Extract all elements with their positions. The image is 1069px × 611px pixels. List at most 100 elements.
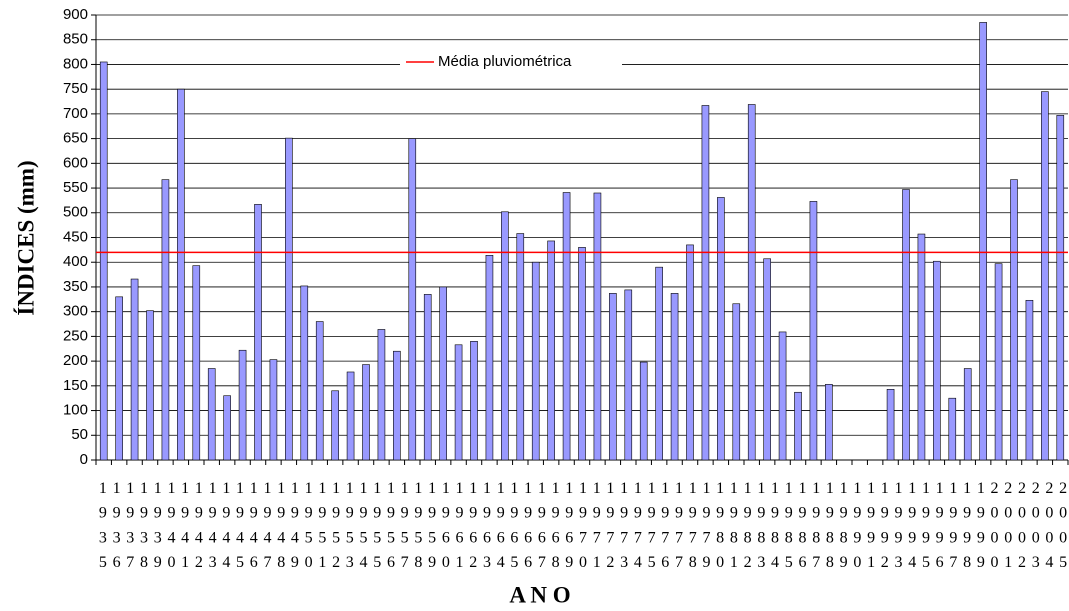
x-tick-digit: 1: [456, 480, 464, 497]
x-tick-digit: 3: [126, 529, 134, 546]
x-tick-digit: 1: [908, 480, 916, 497]
x-tick-digit: 9: [113, 504, 121, 521]
x-tick-digit: 6: [936, 554, 944, 571]
y-tick-label: 500: [63, 204, 88, 221]
x-tick-digit: 9: [565, 554, 573, 571]
bar: [655, 266, 663, 461]
x-tick-digit: 6: [798, 554, 806, 571]
x-tick-digit: 6: [442, 529, 450, 546]
x-tick-digit: 6: [510, 529, 518, 546]
x-tick-digit: 1: [798, 480, 806, 497]
x-tick-digit: 6: [538, 529, 546, 546]
x-tick-digit: 7: [949, 554, 957, 571]
x-tick-digit: 0: [167, 554, 175, 571]
bar: [254, 204, 262, 461]
x-tick-digit: 9: [373, 504, 381, 521]
x-axis-title: A N O: [509, 582, 570, 607]
x-tick-digit: 8: [826, 554, 834, 571]
x-tick-digit: 1: [812, 480, 820, 497]
bar: [639, 361, 648, 461]
x-tick-digit: 1: [291, 480, 299, 497]
bar: [439, 286, 447, 461]
x-tick-digit: 9: [798, 504, 806, 521]
x-tick-digit: 1: [222, 480, 230, 497]
x-tick-digit: 3: [154, 529, 162, 546]
x-tick-digit: 9: [812, 504, 820, 521]
x-tick-digit: 1: [428, 480, 436, 497]
x-tick-digit: 8: [744, 529, 752, 546]
x-tick-digit: 4: [497, 554, 505, 571]
bar: [902, 189, 910, 461]
x-tick-digit: 9: [291, 554, 299, 571]
x-tick-digit: 9: [702, 554, 710, 571]
bar: [670, 293, 679, 461]
x-tick-digit: 1: [648, 480, 656, 497]
x-tick-digit: 1: [401, 480, 409, 497]
y-tick-label: 650: [63, 130, 88, 147]
x-tick-digit: 0: [991, 554, 999, 571]
x-tick-digit: 3: [346, 554, 354, 571]
x-tick-digit: 1: [785, 480, 793, 497]
x-tick-digit: 9: [263, 504, 271, 521]
x-tick-digit: 4: [771, 554, 779, 571]
x-tick-digit: 6: [113, 554, 121, 571]
x-tick-digit: 2: [1032, 480, 1040, 497]
x-tick-digit: 5: [318, 529, 326, 546]
bar: [886, 388, 895, 461]
y-tick-label: 150: [63, 377, 88, 394]
x-tick-digit: 0: [1059, 529, 1067, 546]
bar: [393, 350, 401, 461]
y-tick-label: 800: [63, 55, 88, 72]
bar: [300, 285, 309, 461]
x-tick-digit: 8: [785, 529, 793, 546]
y-tick-label: 350: [63, 278, 88, 295]
x-tick-digit: 0: [1059, 504, 1067, 521]
y-tick-label: 400: [63, 253, 88, 270]
x-tick-digit: 1: [620, 480, 628, 497]
x-tick-digit: 5: [373, 529, 381, 546]
x-tick-digit: 9: [565, 504, 573, 521]
x-tick-digit: 9: [853, 529, 861, 546]
x-tick-digit: 9: [181, 504, 189, 521]
x-tick-digit: 1: [113, 480, 121, 497]
legend-box: [400, 52, 622, 72]
x-tick-digit: 7: [661, 529, 669, 546]
bar: [192, 265, 201, 461]
x-tick-digit: 4: [222, 554, 230, 571]
x-tick-digit: 1: [744, 480, 752, 497]
bar: [794, 391, 802, 461]
x-tick-digit: 8: [826, 529, 834, 546]
x-tick-digit: 9: [209, 504, 217, 521]
x-tick-digit: 9: [771, 504, 779, 521]
x-tick-digit: 9: [977, 554, 985, 571]
x-tick-digit: 2: [606, 554, 614, 571]
bar: [454, 344, 463, 461]
x-tick-digit: 7: [401, 554, 409, 571]
x-tick-digit: 3: [757, 554, 765, 571]
bar: [701, 105, 710, 461]
x-tick-digit: 5: [236, 554, 244, 571]
x-tick-digit: 5: [99, 554, 107, 571]
bar: [763, 258, 771, 461]
x-tick-digit: 9: [895, 504, 903, 521]
x-tick-digit: 9: [949, 504, 957, 521]
x-tick-digit: 0: [579, 554, 587, 571]
x-tick-digit: 5: [332, 529, 340, 546]
x-tick-digit: 1: [497, 480, 505, 497]
